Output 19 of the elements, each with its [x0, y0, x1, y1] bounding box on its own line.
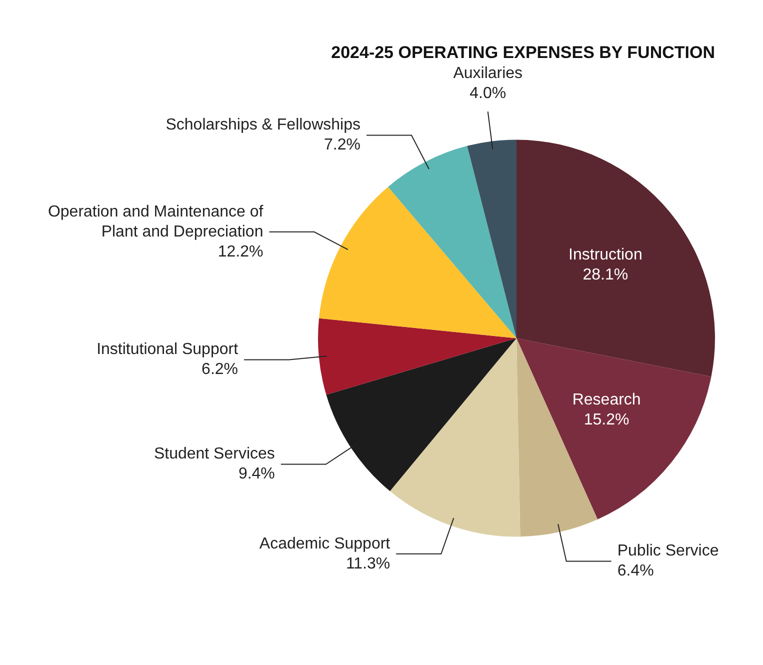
data-label: 28.1%: [582, 266, 628, 284]
data-label: 6.2%: [202, 361, 238, 378]
chart-title: 2024-25 OPERATING EXPENSES BY FUNCTION: [331, 42, 715, 62]
slice-label: Scholarships & Fellowships: [166, 116, 360, 134]
data-label: 6.4%: [617, 562, 654, 580]
data-label: 4.0%: [470, 84, 506, 102]
slice-label: Academic Support: [259, 535, 391, 552]
slice-label: Operation and Maintenance of Plant and Depreciation: [48, 203, 264, 240]
data-label: 12.2%: [218, 243, 264, 260]
slice-label: Public Service: [617, 542, 719, 560]
slice-label: Student Services: [154, 446, 275, 463]
data-label: 9.4%: [238, 466, 275, 483]
slice-label: Institutional Support: [96, 341, 239, 358]
slice-label: Instruction: [568, 246, 642, 264]
data-label: 15.2%: [584, 411, 630, 428]
slice-label: Auxilaries: [453, 64, 523, 82]
data-label: 11.3%: [346, 555, 390, 572]
slice-label: Research: [572, 391, 641, 408]
data-label: 7.2%: [324, 136, 360, 154]
